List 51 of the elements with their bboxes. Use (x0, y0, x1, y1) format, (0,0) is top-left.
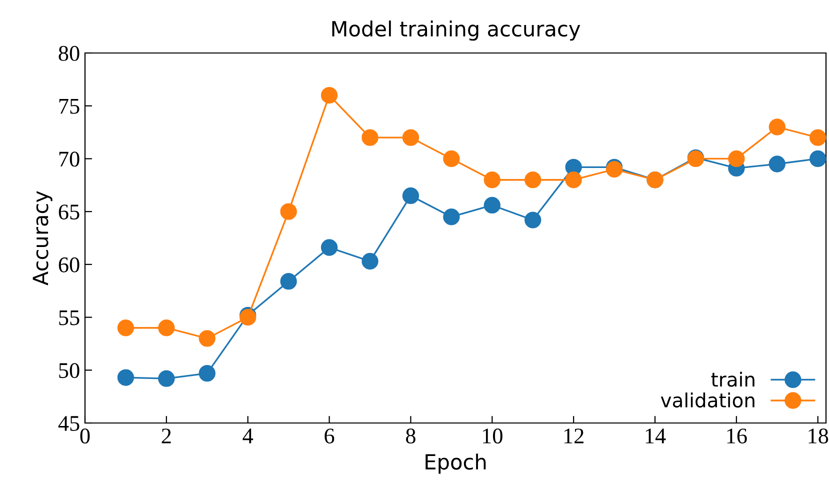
x-tick-label: 16 (727, 428, 747, 444)
point (198, 364, 216, 382)
x-tick-label: 0 (80, 428, 90, 444)
point (565, 172, 582, 188)
point (443, 208, 460, 226)
x-axis-title: Epoch (426, 454, 486, 474)
x-tick-label: 14 (646, 428, 666, 444)
point (810, 150, 826, 168)
point (524, 172, 542, 188)
point (606, 160, 623, 178)
x-tick-label: 2 (162, 428, 171, 444)
point (320, 86, 338, 104)
point (443, 150, 460, 168)
x-tick-label: 12 (564, 428, 584, 444)
x-tick-label: 6 (324, 428, 334, 444)
y-tick-label: 45 (58, 416, 80, 431)
point (768, 156, 786, 172)
point (402, 129, 420, 146)
point (280, 203, 297, 220)
point (810, 129, 826, 146)
point (320, 239, 338, 256)
point (198, 330, 216, 347)
y-axis-title: Accuracy (32, 191, 52, 286)
point (240, 308, 256, 326)
legend-label: train (711, 372, 754, 387)
point (158, 320, 175, 336)
x-tick-label: 18 (808, 428, 828, 444)
point (484, 172, 500, 188)
point (117, 320, 134, 336)
y-tick-label: 75 (59, 99, 80, 114)
point (158, 370, 175, 387)
y-tick-label: 65 (58, 204, 80, 220)
y-tick-label: 60 (58, 257, 80, 272)
y-tick-label: 55 (59, 310, 80, 326)
x-tick-label: 10 (482, 428, 502, 444)
point (362, 252, 378, 270)
x-tick-label: 4 (242, 428, 254, 444)
y-tick-label: 70 (59, 152, 80, 167)
point (524, 212, 542, 228)
point (402, 187, 420, 204)
point (362, 129, 378, 146)
y-tick-label: 80 (58, 46, 80, 61)
point (728, 150, 745, 168)
point (280, 273, 297, 290)
y-tick-label: 50 (59, 363, 80, 378)
x-tick-label: 8 (406, 428, 416, 444)
chart-title: Model training accuracy (332, 20, 580, 41)
legend-label: validation (660, 392, 754, 408)
point (484, 196, 500, 214)
point (768, 118, 786, 136)
point (117, 369, 134, 386)
